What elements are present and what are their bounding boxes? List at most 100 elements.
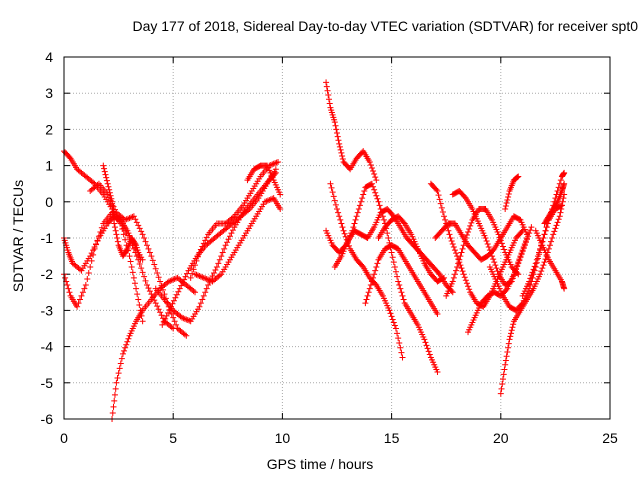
data-point <box>526 278 533 285</box>
data-point <box>203 276 210 283</box>
data-point <box>561 169 568 176</box>
data-point <box>520 244 527 251</box>
data-point <box>103 174 110 181</box>
data-point <box>224 239 231 246</box>
data-point <box>370 183 377 190</box>
data-point <box>463 231 470 238</box>
data-point <box>222 242 229 249</box>
data-point <box>553 222 560 229</box>
data-point <box>135 222 142 229</box>
data-point <box>270 160 277 167</box>
data-point <box>173 275 180 282</box>
data-point <box>181 331 188 338</box>
data-point <box>514 262 521 269</box>
data-point <box>136 301 143 308</box>
data-point <box>194 253 201 260</box>
data-point <box>168 303 175 310</box>
data-point <box>556 213 563 220</box>
data-point <box>197 246 204 253</box>
data-point <box>524 235 531 241</box>
data-point <box>142 238 149 245</box>
data-point <box>503 200 510 207</box>
data-point <box>91 245 98 252</box>
data-point <box>423 342 430 349</box>
data-point <box>532 260 539 267</box>
data-point <box>528 224 535 231</box>
data-point <box>510 321 517 328</box>
data-point <box>134 291 141 298</box>
data-point <box>399 354 406 361</box>
series-arc24 <box>497 191 568 397</box>
data-point <box>146 249 153 256</box>
data-point <box>221 245 228 252</box>
data-point <box>272 166 279 173</box>
data-point <box>514 174 521 181</box>
data-point <box>133 219 140 226</box>
data-point <box>448 238 455 245</box>
data-point <box>273 159 280 166</box>
data-point <box>394 330 401 337</box>
data-point <box>325 92 332 99</box>
data-point <box>263 198 270 205</box>
data-point <box>197 300 204 307</box>
data-point <box>114 235 121 241</box>
data-point <box>539 265 546 272</box>
data-point <box>367 161 374 168</box>
data-point <box>459 268 466 275</box>
data-point <box>168 324 175 331</box>
data-point <box>367 282 374 289</box>
data-point <box>330 193 337 200</box>
data-point <box>216 256 223 263</box>
data-point <box>335 209 342 216</box>
data-point <box>499 381 506 388</box>
data-point <box>215 260 222 267</box>
data-point <box>555 216 562 223</box>
series-arc25 <box>502 173 522 213</box>
x-tick-label: 20 <box>493 430 509 446</box>
data-point <box>494 268 501 275</box>
data-point <box>528 272 535 279</box>
data-point <box>449 241 456 248</box>
data-point <box>450 244 457 251</box>
data-point <box>218 253 225 260</box>
y-tick-label: -4 <box>41 339 54 355</box>
data-point <box>114 238 121 245</box>
data-point <box>193 271 200 278</box>
data-point <box>123 216 130 223</box>
data-point <box>66 154 73 161</box>
data-point <box>137 256 144 263</box>
data-point <box>375 198 382 205</box>
data-point <box>487 250 494 257</box>
data-point <box>125 215 132 222</box>
data-point <box>372 267 379 274</box>
x-tick-label: 5 <box>169 430 177 446</box>
data-point <box>205 276 212 283</box>
data-point <box>229 227 236 234</box>
data-point <box>338 220 345 227</box>
data-point <box>527 275 534 282</box>
data-point <box>329 189 336 196</box>
y-tick-label: -3 <box>41 302 54 318</box>
data-point <box>194 272 201 279</box>
data-point <box>84 276 91 283</box>
data-point <box>386 307 393 314</box>
data-point <box>205 282 212 289</box>
data-point <box>66 289 73 296</box>
data-point <box>337 146 344 153</box>
data-point <box>189 270 196 277</box>
data-point <box>371 171 378 178</box>
data-point <box>433 186 440 193</box>
data-point <box>269 195 276 202</box>
data-point <box>541 231 548 238</box>
data-point <box>155 274 162 281</box>
data-point <box>75 300 82 307</box>
data-point <box>93 241 100 248</box>
data-point <box>537 271 544 278</box>
data-point <box>124 338 131 345</box>
data-point <box>109 409 116 416</box>
data-point <box>175 288 182 295</box>
data-point <box>502 357 509 364</box>
data-point <box>62 274 69 281</box>
data-point <box>199 243 206 250</box>
